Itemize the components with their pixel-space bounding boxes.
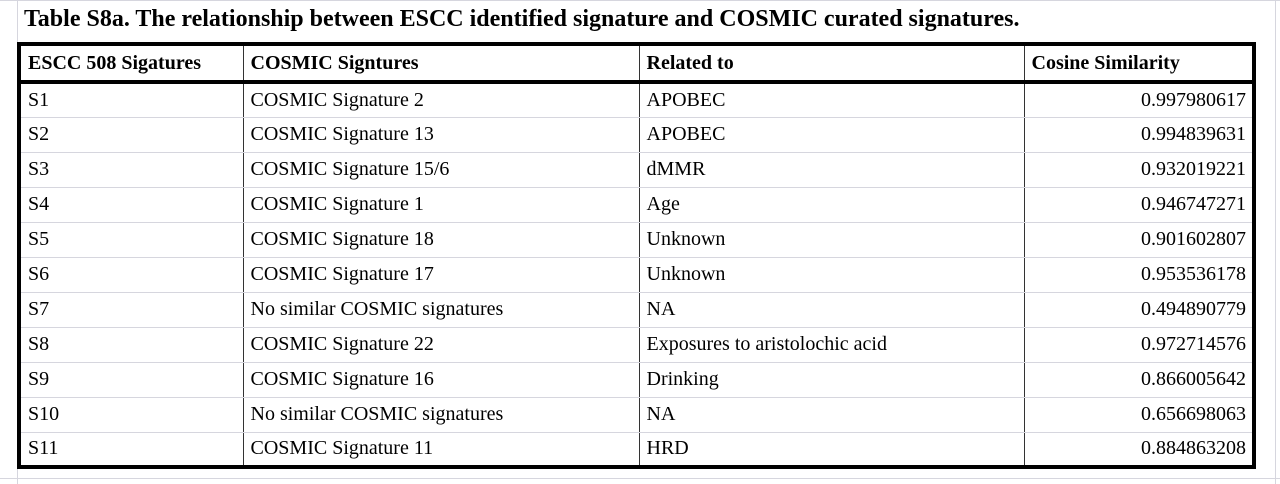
table-cell[interactable]: Unknown (638, 221, 1025, 258)
table-cell[interactable]: 0.901602807 (1023, 221, 1255, 258)
table-cell[interactable]: NA (638, 291, 1025, 328)
table-cell[interactable]: 0.946747271 (1023, 186, 1255, 223)
table-cell[interactable]: S3 (18, 151, 244, 188)
table-cell[interactable]: 0.953536178 (1023, 256, 1255, 293)
table-cell[interactable]: Age (638, 186, 1025, 223)
table-cell[interactable]: COSMIC Signature 15/6 (242, 151, 640, 188)
column-header[interactable]: COSMIC Signtures (242, 43, 640, 84)
table-cell[interactable]: S6 (18, 256, 244, 293)
table-cell[interactable]: S11 (18, 431, 244, 468)
table-cell[interactable]: COSMIC Signature 16 (242, 361, 640, 398)
table-cell[interactable]: S7 (18, 291, 244, 328)
table-cell[interactable]: COSMIC Signature 1 (242, 186, 640, 223)
column-header[interactable]: Cosine Similarity (1023, 43, 1255, 84)
table-cell[interactable]: S8 (18, 326, 244, 363)
table-cell[interactable]: COSMIC Signature 18 (242, 221, 640, 258)
table-cell[interactable]: COSMIC Signature 2 (242, 81, 640, 118)
table-cell[interactable]: COSMIC Signature 11 (242, 431, 640, 468)
table-row: S4 COSMIC Signature 1 Age 0.946747271 (18, 186, 1255, 223)
column-header[interactable]: Related to (638, 43, 1025, 84)
table-cell[interactable]: S5 (18, 221, 244, 258)
table-cell[interactable]: S10 (18, 396, 244, 433)
table-cell[interactable]: 0.972714576 (1023, 326, 1255, 363)
table-row: S1 COSMIC Signature 2 APOBEC 0.997980617 (18, 81, 1255, 118)
column-header[interactable]: ESCC 508 Sigatures (18, 43, 244, 84)
data-table: ESCC 508 Sigatures COSMIC Signtures Relate… (17, 42, 1256, 469)
table-cell[interactable]: 0.866005642 (1023, 361, 1255, 398)
table-cell[interactable]: APOBEC (638, 81, 1025, 118)
table-row: S5 COSMIC Signature 18 Unknown 0.901602807 (18, 221, 1255, 258)
table-cell[interactable]: COSMIC Signature 13 (242, 116, 640, 153)
table-cell[interactable]: S4 (18, 186, 244, 223)
table-cell[interactable]: HRD (638, 431, 1025, 468)
table-row: S2 COSMIC Signature 13 APOBEC 0.994839631 (18, 116, 1255, 153)
table-row: S9 COSMIC Signature 16 Drinking 0.866005642 (18, 361, 1255, 398)
table-cell[interactable]: 0.656698063 (1023, 396, 1255, 433)
table-row: S3 COSMIC Signature 15/6 dMMR 0.932019221 (18, 151, 1255, 188)
table-row: S11 COSMIC Signature 11 HRD 0.884863208 (18, 431, 1255, 468)
grid-line (1275, 0, 1276, 484)
table-row: S8 COSMIC Signature 22 Exposures to aristo… (18, 326, 1255, 363)
table-cell[interactable]: COSMIC Signature 17 (242, 256, 640, 293)
table-cell[interactable]: 0.884863208 (1023, 431, 1255, 468)
table-row: S7 No similar COSMIC signatures NA 0.494890… (18, 291, 1255, 328)
table-body: S1 COSMIC Signature 2 APOBEC 0.997980617 S2 C… (18, 81, 1255, 468)
table-cell[interactable]: No similar COSMIC signatures (242, 291, 640, 328)
table-cell[interactable]: S1 (18, 81, 244, 118)
table-cell[interactable]: dMMR (638, 151, 1025, 188)
header-row: ESCC 508 Sigatures COSMIC Signtures Relate… (18, 43, 1255, 84)
table-cell[interactable]: 0.997980617 (1023, 81, 1255, 118)
table-cell[interactable]: No similar COSMIC signatures (242, 396, 640, 433)
table-cell[interactable]: APOBEC (638, 116, 1025, 153)
table-cell[interactable]: S2 (18, 116, 244, 153)
table-cell[interactable]: 0.494890779 (1023, 291, 1255, 328)
grid-line (0, 0, 1280, 1)
table-cell[interactable]: NA (638, 396, 1025, 433)
grid-line (0, 478, 1280, 479)
table-cell[interactable]: Unknown (638, 256, 1025, 293)
table-row: S10 No similar COSMIC signatures NA 0.65669… (18, 396, 1255, 433)
table-cell[interactable]: Exposures to aristolochic acid (638, 326, 1025, 363)
table-cell[interactable]: 0.932019221 (1023, 151, 1255, 188)
table-row: S6 COSMIC Signature 17 Unknown 0.953536178 (18, 256, 1255, 293)
table-cell[interactable]: S9 (18, 361, 244, 398)
table-title: Table S8a. The relationship between ESCC… (24, 6, 1020, 32)
table-cell[interactable]: COSMIC Signature 22 (242, 326, 640, 363)
table-cell[interactable]: Drinking (638, 361, 1025, 398)
table-cell[interactable]: 0.994839631 (1023, 116, 1255, 153)
